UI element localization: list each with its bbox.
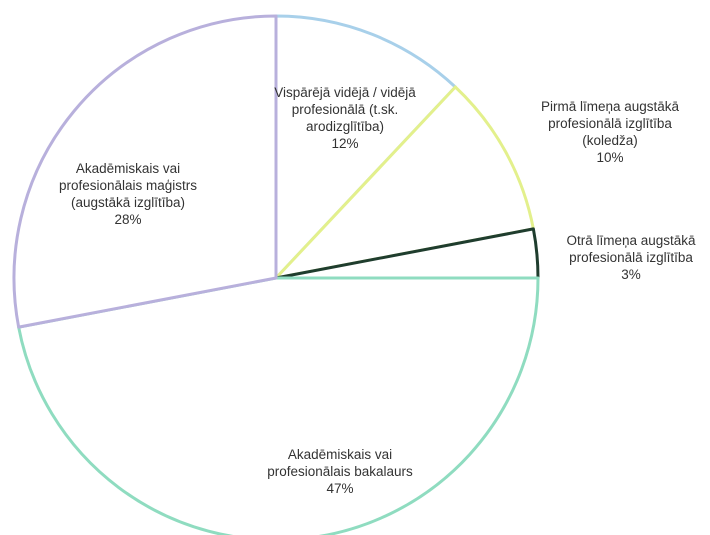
slice-label-first-level-college: Pirmā līmeņa augstākā profesionālā izglī… — [540, 99, 680, 165]
slice-bachelor — [17, 276, 540, 535]
slice-label-vocational-secondary: Vispārējā vidējā / vidējā profesionālā (… — [274, 85, 416, 151]
slice-label-bachelor: Akadēmiskais vai profesionālais bakalaur… — [267, 447, 413, 496]
slice-label-second-level-higher: Otrā līmeņa augstākā profesionālā izglīt… — [566, 233, 696, 282]
slice-vocational-secondary — [274, 14, 457, 280]
slice-first-level-college — [274, 85, 535, 280]
slice-label-master: Akadēmiskais vai profesionālais maģistrs… — [58, 161, 198, 227]
slice-master — [12, 14, 278, 329]
